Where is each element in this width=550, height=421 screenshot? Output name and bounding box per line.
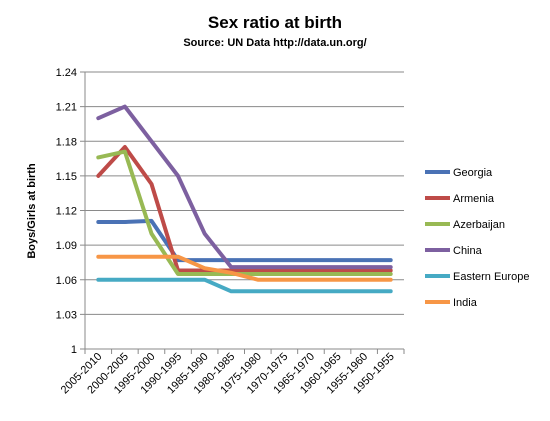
- y-tick-label: 1.24: [56, 67, 77, 79]
- y-tick-label: 1.15: [56, 171, 77, 183]
- legend: Georgia Armenia Azerbaijan China Eastern Eur…: [425, 167, 529, 309]
- y-tick-label: 1: [71, 344, 77, 356]
- axes: 11.031.061.091.121.151.181.211.242005-20…: [56, 67, 405, 396]
- series-line-india: [96, 254, 393, 282]
- y-tick-label: 1.18: [56, 136, 77, 148]
- y-tick-label: 1.12: [56, 206, 77, 218]
- chart-subtitle: Source: UN Data http://data.un.org/: [183, 37, 366, 49]
- series-line-china: [96, 104, 393, 270]
- series-line-georgia: [96, 218, 393, 263]
- legend-label-eastern-europe: Eastern Europe: [453, 271, 529, 283]
- legend-label-georgia: Georgia: [453, 167, 493, 179]
- series-line-eastern-europe: [96, 277, 393, 294]
- legend-label-china: China: [453, 245, 483, 257]
- chart-title: Sex ratio at birth: [208, 13, 342, 32]
- series-lines: [96, 104, 393, 294]
- y-tick-label: 1.09: [56, 240, 77, 252]
- legend-label-azerbaijan: Azerbaijan: [453, 219, 505, 231]
- y-tick-label: 1.21: [56, 102, 77, 114]
- legend-label-armenia: Armenia: [453, 193, 495, 205]
- y-tick-label: 1.06: [56, 275, 77, 287]
- series-line-armenia: [96, 145, 393, 273]
- y-tick-label: 1.03: [56, 309, 77, 321]
- legend-label-india: India: [453, 297, 478, 309]
- series-line-azerbaijan: [96, 149, 393, 276]
- y-axis-label: Boys/Girls at birth: [26, 163, 38, 259]
